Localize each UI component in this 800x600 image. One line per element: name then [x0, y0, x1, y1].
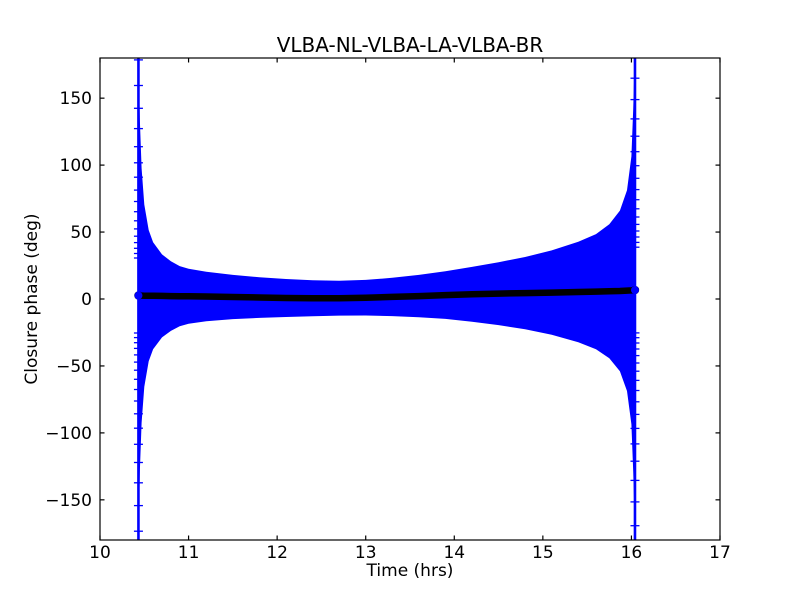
edge-marker — [630, 286, 639, 295]
y-tick-label: 150 — [60, 89, 92, 109]
plot-contents — [133, 58, 640, 540]
data-line — [135, 286, 639, 302]
y-tick-label: −100 — [45, 424, 92, 444]
x-tick-label: 10 — [89, 543, 111, 563]
x-tick-label: 13 — [355, 543, 377, 563]
edge-marker — [134, 291, 143, 300]
y-tick-label: −50 — [56, 357, 92, 377]
y-tick-label: −150 — [45, 491, 92, 511]
x-axis-label: Time (hrs) — [366, 561, 454, 581]
x-tick-label: 15 — [532, 543, 554, 563]
x-tick-label: 16 — [621, 543, 643, 563]
chart-title: VLBA-NL-VLBA-LA-VLBA-BR — [276, 33, 544, 57]
x-tick-label: 14 — [443, 543, 465, 563]
x-tick-label: 17 — [709, 543, 731, 563]
x-tick-label: 12 — [266, 543, 288, 563]
y-tick-label: 0 — [81, 290, 92, 310]
x-tick-label: 11 — [178, 543, 200, 563]
y-tick-label: 100 — [60, 156, 92, 176]
y-tick-label: 50 — [70, 223, 92, 243]
